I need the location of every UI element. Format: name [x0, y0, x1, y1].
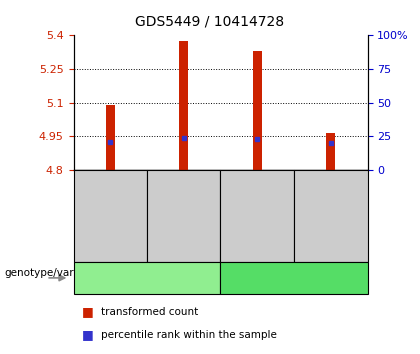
Text: wild type: wild type — [121, 273, 173, 283]
Bar — [106, 105, 115, 170]
Bar — [253, 51, 262, 170]
Bar — [326, 133, 335, 170]
Text: genotype/variation: genotype/variation — [4, 268, 103, 278]
Text: transformed count: transformed count — [101, 307, 198, 316]
Text: GSM999083: GSM999083 — [252, 187, 262, 245]
Text: ■: ■ — [82, 305, 94, 318]
Text: mek1 mek2 null: mek1 mek2 null — [249, 273, 339, 283]
Text: GSM999084: GSM999084 — [326, 187, 336, 245]
Text: ■: ■ — [82, 328, 94, 341]
Text: GSM999082: GSM999082 — [179, 187, 189, 245]
Text: GDS5449 / 10414728: GDS5449 / 10414728 — [135, 14, 285, 28]
Text: percentile rank within the sample: percentile rank within the sample — [101, 330, 277, 339]
Bar — [179, 41, 188, 170]
Text: GSM999081: GSM999081 — [105, 187, 115, 245]
